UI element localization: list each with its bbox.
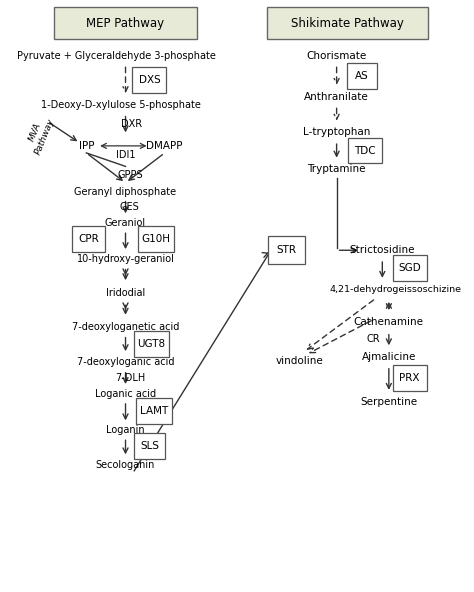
Text: 10-hydroxy-geraniol: 10-hydroxy-geraniol (77, 254, 174, 264)
Text: vindoline: vindoline (276, 356, 323, 365)
FancyBboxPatch shape (136, 398, 172, 424)
Text: GPPS: GPPS (117, 170, 143, 180)
Text: 7-deoxyloganetic acid: 7-deoxyloganetic acid (72, 322, 179, 332)
Text: Serpentine: Serpentine (360, 397, 418, 407)
Text: Tryptamine: Tryptamine (307, 165, 366, 174)
Text: Anthranilate: Anthranilate (304, 92, 369, 102)
Text: Chorismate: Chorismate (307, 50, 367, 60)
FancyBboxPatch shape (347, 63, 377, 89)
Text: 4,21-dehydrogeissoschizine: 4,21-dehydrogeissoschizine (329, 285, 461, 294)
Text: TDC: TDC (354, 146, 376, 156)
Text: STR: STR (276, 245, 297, 255)
Text: DXR: DXR (121, 119, 143, 129)
FancyBboxPatch shape (267, 7, 428, 40)
Text: Strictosidine: Strictosidine (349, 245, 415, 255)
Text: Geraniol: Geraniol (105, 218, 146, 229)
FancyBboxPatch shape (393, 365, 427, 391)
FancyBboxPatch shape (54, 7, 197, 40)
Text: 7-DLH: 7-DLH (115, 373, 145, 383)
Text: DMAPP: DMAPP (146, 141, 183, 151)
FancyBboxPatch shape (268, 236, 305, 265)
Text: CPR: CPR (78, 234, 99, 244)
Text: IDI1: IDI1 (116, 150, 135, 160)
Text: Pyruvate + Glyceraldehyde 3-phosphate: Pyruvate + Glyceraldehyde 3-phosphate (18, 50, 216, 60)
Text: MEP Pathway: MEP Pathway (86, 17, 164, 30)
FancyBboxPatch shape (72, 226, 106, 252)
Text: IPP: IPP (79, 141, 94, 151)
FancyBboxPatch shape (134, 433, 165, 459)
FancyBboxPatch shape (138, 226, 174, 252)
Text: PRX: PRX (400, 373, 420, 383)
Text: DXS: DXS (138, 75, 160, 85)
Text: Cathenamine: Cathenamine (354, 317, 424, 327)
FancyBboxPatch shape (393, 255, 427, 281)
Text: 7-deoxyloganic acid: 7-deoxyloganic acid (77, 357, 174, 367)
Text: CR: CR (367, 334, 381, 344)
Text: UGT8: UGT8 (137, 339, 166, 349)
Text: Iridodial: Iridodial (106, 288, 145, 298)
Text: Loganic acid: Loganic acid (95, 389, 156, 399)
Text: Ajmalicine: Ajmalicine (362, 352, 416, 362)
Text: 1-Deoxy-D-xylulose 5-phosphate: 1-Deoxy-D-xylulose 5-phosphate (41, 100, 201, 110)
Text: GES: GES (120, 202, 140, 213)
Text: Loganin: Loganin (106, 425, 145, 435)
Text: SLS: SLS (140, 441, 159, 451)
Text: L-tryptophan: L-tryptophan (303, 127, 370, 137)
Text: Secologanin: Secologanin (96, 460, 155, 470)
FancyBboxPatch shape (133, 67, 166, 93)
Text: Geranyl diphosphate: Geranyl diphosphate (74, 186, 177, 197)
FancyBboxPatch shape (134, 331, 170, 357)
Text: Shikimate Pathway: Shikimate Pathway (291, 17, 404, 30)
Text: MVA
Pathway: MVA Pathway (24, 112, 56, 156)
Text: G10H: G10H (141, 234, 171, 244)
FancyBboxPatch shape (348, 138, 382, 163)
Text: LAMT: LAMT (140, 406, 168, 416)
Text: AS: AS (355, 71, 369, 81)
Text: SGD: SGD (398, 263, 421, 273)
